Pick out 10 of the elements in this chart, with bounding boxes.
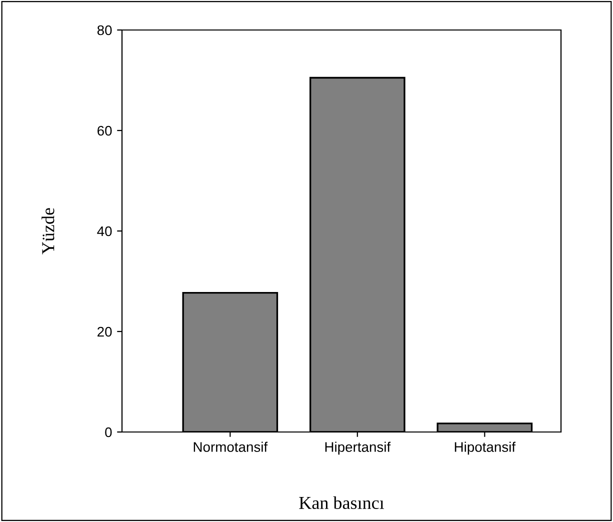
- y-axis-title: Yüzde: [42, 208, 54, 254]
- y-tick-label: 0: [105, 427, 112, 438]
- y-tick-label: 80: [97, 25, 112, 36]
- x-tick-label: Hipotansif: [454, 442, 516, 455]
- x-tick-label: Normotansif: [194, 442, 268, 452]
- x-tick-label: Hipertansif: [325, 442, 391, 455]
- y-tick-label: 20: [98, 326, 112, 337]
- y-tick-label: 60: [98, 126, 112, 136]
- x-axis-title: Kan basıncı: [299, 496, 384, 510]
- y-tick-label: 40: [97, 226, 112, 236]
